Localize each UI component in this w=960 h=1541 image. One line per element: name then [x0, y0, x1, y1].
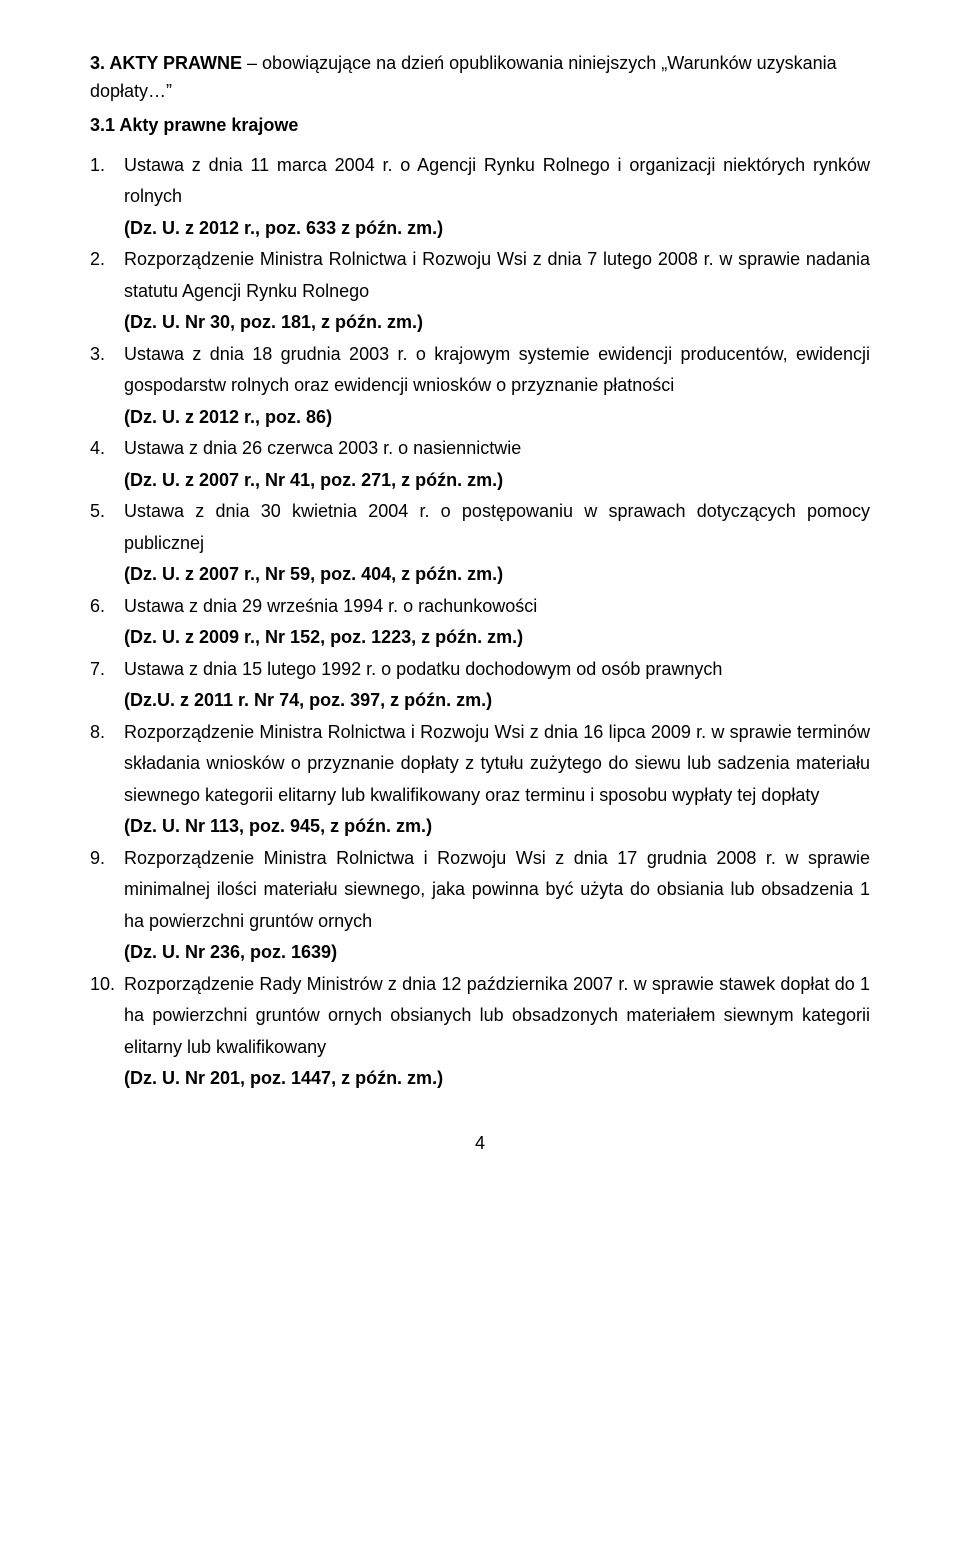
list-item: 3. Ustawa z dnia 18 grudnia 2003 r. o kra… [90, 339, 870, 434]
list-item-number: 5. [90, 496, 105, 528]
section-heading: 3. AKTY PRAWNE – obowiązujące na dzień o… [90, 50, 870, 106]
list-item-body: Ustawa z dnia 15 lutego 1992 r. o podatk… [124, 659, 722, 679]
list-item-body: Ustawa z dnia 26 czerwca 2003 r. o nasie… [124, 438, 521, 458]
list-item-body: Rozporządzenie Ministra Rolnictwa i Rozw… [124, 722, 870, 805]
list-item-citation: (Dz. U. Nr 201, poz. 1447, z późn. zm.) [124, 1068, 443, 1088]
list-item-citation: (Dz. U. z 2012 r., poz. 633 z późn. zm.) [124, 218, 443, 238]
list-item: 4. Ustawa z dnia 26 czerwca 2003 r. o nas… [90, 433, 870, 496]
page-number: 4 [90, 1133, 870, 1154]
list-item-body: Rozporządzenie Ministra Rolnictwa i Rozw… [124, 249, 870, 301]
list-item-body: Rozporządzenie Ministra Rolnictwa i Rozw… [124, 848, 870, 931]
list-item-citation: (Dz. U. z 2012 r., poz. 86) [124, 407, 332, 427]
list-item-citation: (Dz. U. Nr 113, poz. 945, z późn. zm.) [124, 816, 432, 836]
list-item: 1. Ustawa z dnia 11 marca 2004 r. o Agenc… [90, 150, 870, 245]
list-item-number: 8. [90, 717, 105, 749]
list-item-number: 4. [90, 433, 105, 465]
list-item: 10. Rozporządzenie Rady Ministrów z dnia … [90, 969, 870, 1095]
list-item-number: 6. [90, 591, 105, 623]
list-item-number: 1. [90, 150, 105, 182]
list-item-number: 10. [90, 969, 115, 1001]
list-item-body: Ustawa z dnia 30 kwietnia 2004 r. o post… [124, 501, 870, 553]
list-item-number: 9. [90, 843, 105, 875]
list-item-citation: (Dz. U. z 2007 r., Nr 59, poz. 404, z pó… [124, 564, 503, 584]
list-item-number: 2. [90, 244, 105, 276]
list-item: 7. Ustawa z dnia 15 lutego 1992 r. o poda… [90, 654, 870, 717]
list-item: 2. Rozporządzenie Ministra Rolnictwa i Ro… [90, 244, 870, 339]
list-item-citation: (Dz.U. z 2011 r. Nr 74, poz. 397, z późn… [124, 690, 492, 710]
list-item: 8. Rozporządzenie Ministra Rolnictwa i Ro… [90, 717, 870, 843]
list-item: 9. Rozporządzenie Ministra Rolnictwa i Ro… [90, 843, 870, 969]
list-item-body: Rozporządzenie Rady Ministrów z dnia 12 … [124, 974, 870, 1057]
list-item-citation: (Dz. U. Nr 30, poz. 181, z późn. zm.) [124, 312, 423, 332]
list-item: 6. Ustawa z dnia 29 września 1994 r. o ra… [90, 591, 870, 654]
list-item-citation: (Dz. U. z 2009 r., Nr 152, poz. 1223, z … [124, 627, 523, 647]
list-item-number: 3. [90, 339, 105, 371]
list-item-citation: (Dz. U. z 2007 r., Nr 41, poz. 271, z pó… [124, 470, 503, 490]
list-item-citation: (Dz. U. Nr 236, poz. 1639) [124, 942, 337, 962]
list-item-number: 7. [90, 654, 105, 686]
list-item-body: Ustawa z dnia 29 września 1994 r. o rach… [124, 596, 537, 616]
section-heading-bold: 3. AKTY PRAWNE [90, 53, 242, 73]
section-subheading: 3.1 Akty prawne krajowe [90, 112, 870, 140]
list-item: 5. Ustawa z dnia 30 kwietnia 2004 r. o po… [90, 496, 870, 591]
list-item-body: Ustawa z dnia 11 marca 2004 r. o Agencji… [124, 155, 870, 207]
legal-acts-list: 1. Ustawa z dnia 11 marca 2004 r. o Agenc… [90, 150, 870, 1095]
list-item-body: Ustawa z dnia 18 grudnia 2003 r. o krajo… [124, 344, 870, 396]
